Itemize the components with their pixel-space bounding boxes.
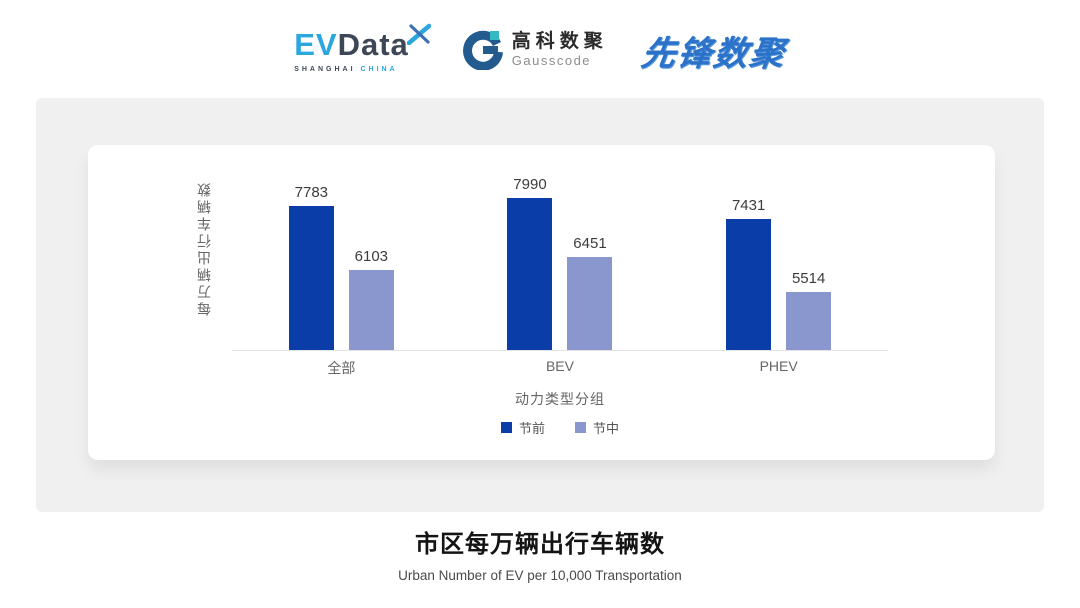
chart-card: 每万辆出行车辆数 7783 6103 7990 6451 7431 5514 全部 BEV P… — [88, 145, 995, 460]
bar-group-BEV: 7990 6451 — [507, 145, 613, 350]
bar-节中-BEV[interactable] — [567, 256, 613, 350]
bar-节前-PHEV[interactable] — [726, 219, 772, 350]
chart-legend: 节前 节中 — [232, 418, 888, 437]
evdata-data-text: Data — [337, 27, 409, 62]
gausscode-g-icon — [462, 30, 503, 70]
bar-column: 6451 — [567, 145, 613, 350]
header-logo-strip: EV Data SHANGHAI CHINA 高科数聚 Gausscode 先锋 — [0, 16, 1080, 84]
evdata-china-text: CHINA — [360, 66, 398, 73]
bar-plot-area: 7783 6103 7990 6451 7431 5514 — [232, 145, 888, 351]
bar-节中-PHEV[interactable] — [786, 292, 832, 350]
page-title: 市区每万辆出行车辆数 — [415, 531, 665, 558]
category-label-BEV: BEV — [545, 358, 574, 374]
category-label-PHEV: PHEV — [759, 358, 798, 374]
bar-column: 6103 — [348, 145, 394, 350]
evdata-subtext: SHANGHAI CHINA — [294, 66, 409, 73]
bar-column: 7783 — [288, 145, 334, 350]
bar-group-全部: 7783 6103 — [288, 145, 394, 350]
evdata-logo: EV Data SHANGHAI CHINA — [294, 23, 431, 73]
evdata-ev-text: EV — [294, 27, 338, 62]
y-axis-label-wrap: 每万辆出行车辆数 — [194, 145, 214, 351]
bar-column: 7990 — [507, 145, 553, 350]
bar-value-label: 5514 — [791, 270, 826, 288]
bar-column: 5514 — [786, 145, 832, 350]
x-axis-category-row: 全部 BEV PHEV — [232, 358, 888, 378]
bar-节中-全部[interactable] — [348, 269, 394, 350]
bar-value-label: 7783 — [294, 183, 329, 201]
legend-label: 节前 — [518, 421, 545, 436]
propeller-x-icon — [406, 23, 431, 45]
bar-节前-全部[interactable] — [288, 205, 334, 350]
gausscode-en-text: Gausscode — [511, 52, 592, 68]
bar-节前-BEV[interactable] — [507, 198, 553, 350]
legend-swatch-icon — [500, 422, 512, 433]
legend-label: 节中 — [593, 421, 620, 436]
evdata-shanghai-text: SHANGHAI — [294, 66, 356, 73]
x-axis-title: 动力类型分组 — [515, 391, 605, 407]
bar-value-label: 7990 — [513, 176, 547, 193]
bar-value-label: 7431 — [731, 197, 766, 215]
gausscode-text: 高科数聚 Gausscode — [511, 30, 608, 68]
category-label-全部: 全部 — [327, 360, 356, 376]
bar-value-label: 6451 — [573, 234, 607, 252]
evdata-wordmark: EV Data — [294, 27, 409, 63]
bar-value-label: 6103 — [354, 247, 389, 265]
legend-item-节中[interactable]: 节中 — [575, 418, 619, 437]
y-axis-label: 每万辆出行车辆数 — [196, 180, 212, 316]
xianfeng-shuju-logo: 先锋数聚 — [638, 34, 788, 73]
page-subtitle: Urban Number of EV per 10,000 Transporta… — [398, 568, 682, 583]
bar-column: 7431 — [726, 145, 772, 350]
legend-swatch-icon — [575, 422, 586, 433]
legend-item-节前[interactable]: 节前 — [500, 418, 545, 437]
gausscode-logo: 高科数聚 Gausscode — [462, 30, 608, 70]
gausscode-cn-text: 高科数聚 — [511, 30, 608, 52]
bar-group-PHEV: 7431 5514 — [726, 145, 832, 350]
chart-panel: 每万辆出行车辆数 7783 6103 7990 6451 7431 5514 全部 BEV P… — [36, 98, 1044, 512]
